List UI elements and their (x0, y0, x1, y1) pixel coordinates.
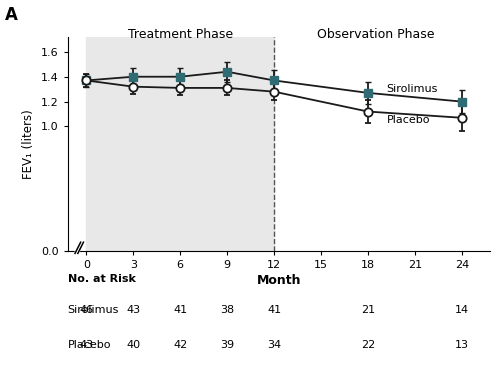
Text: 22: 22 (361, 340, 375, 350)
Text: 43: 43 (126, 305, 140, 315)
Text: Observation Phase: Observation Phase (317, 28, 434, 41)
Text: No. at Risk: No. at Risk (68, 274, 136, 284)
Bar (86, 37, 274, 251)
Y-axis label: FEV₁ (liters): FEV₁ (liters) (22, 109, 35, 179)
Text: 39: 39 (220, 340, 234, 350)
Text: 43: 43 (79, 340, 94, 350)
Text: Placebo: Placebo (386, 115, 430, 125)
Text: 34: 34 (267, 340, 281, 350)
Text: Sirolimus: Sirolimus (68, 305, 119, 315)
Text: 42: 42 (173, 340, 188, 350)
Text: Placebo: Placebo (68, 340, 111, 350)
Text: 14: 14 (455, 305, 469, 315)
Text: 13: 13 (455, 340, 469, 350)
Text: A: A (5, 6, 18, 24)
X-axis label: Month: Month (256, 274, 301, 287)
Text: Sirolimus: Sirolimus (386, 83, 438, 93)
Text: 38: 38 (220, 305, 234, 315)
Text: 41: 41 (173, 305, 187, 315)
Text: Treatment Phase: Treatment Phase (128, 28, 232, 41)
Text: 41: 41 (267, 305, 281, 315)
Text: 21: 21 (361, 305, 375, 315)
Text: 46: 46 (79, 305, 94, 315)
Text: 40: 40 (126, 340, 140, 350)
